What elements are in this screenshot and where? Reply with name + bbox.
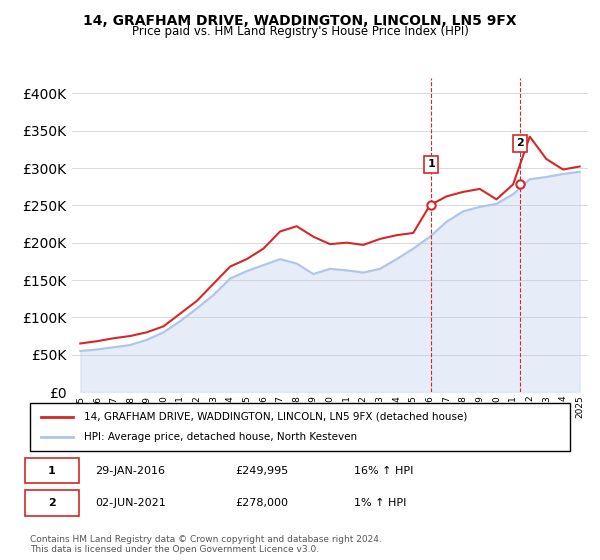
Text: Contains HM Land Registry data © Crown copyright and database right 2024.
This d: Contains HM Land Registry data © Crown c… bbox=[30, 535, 382, 554]
Text: Price paid vs. HM Land Registry's House Price Index (HPI): Price paid vs. HM Land Registry's House … bbox=[131, 25, 469, 38]
Text: 29-JAN-2016: 29-JAN-2016 bbox=[95, 465, 165, 475]
Text: 16% ↑ HPI: 16% ↑ HPI bbox=[354, 465, 413, 475]
Text: 1: 1 bbox=[427, 159, 435, 169]
Text: £249,995: £249,995 bbox=[235, 465, 289, 475]
FancyBboxPatch shape bbox=[25, 458, 79, 483]
FancyBboxPatch shape bbox=[30, 403, 570, 451]
Text: 14, GRAFHAM DRIVE, WADDINGTON, LINCOLN, LN5 9FX (detached house): 14, GRAFHAM DRIVE, WADDINGTON, LINCOLN, … bbox=[84, 412, 467, 422]
Text: 2: 2 bbox=[516, 138, 524, 148]
Text: HPI: Average price, detached house, North Kesteven: HPI: Average price, detached house, Nort… bbox=[84, 432, 357, 442]
Text: 02-JUN-2021: 02-JUN-2021 bbox=[95, 498, 166, 508]
Text: 1% ↑ HPI: 1% ↑ HPI bbox=[354, 498, 406, 508]
Text: 14, GRAFHAM DRIVE, WADDINGTON, LINCOLN, LN5 9FX: 14, GRAFHAM DRIVE, WADDINGTON, LINCOLN, … bbox=[83, 14, 517, 28]
Text: 2: 2 bbox=[48, 498, 55, 508]
Text: 1: 1 bbox=[48, 465, 55, 475]
FancyBboxPatch shape bbox=[25, 490, 79, 516]
Text: £278,000: £278,000 bbox=[235, 498, 288, 508]
